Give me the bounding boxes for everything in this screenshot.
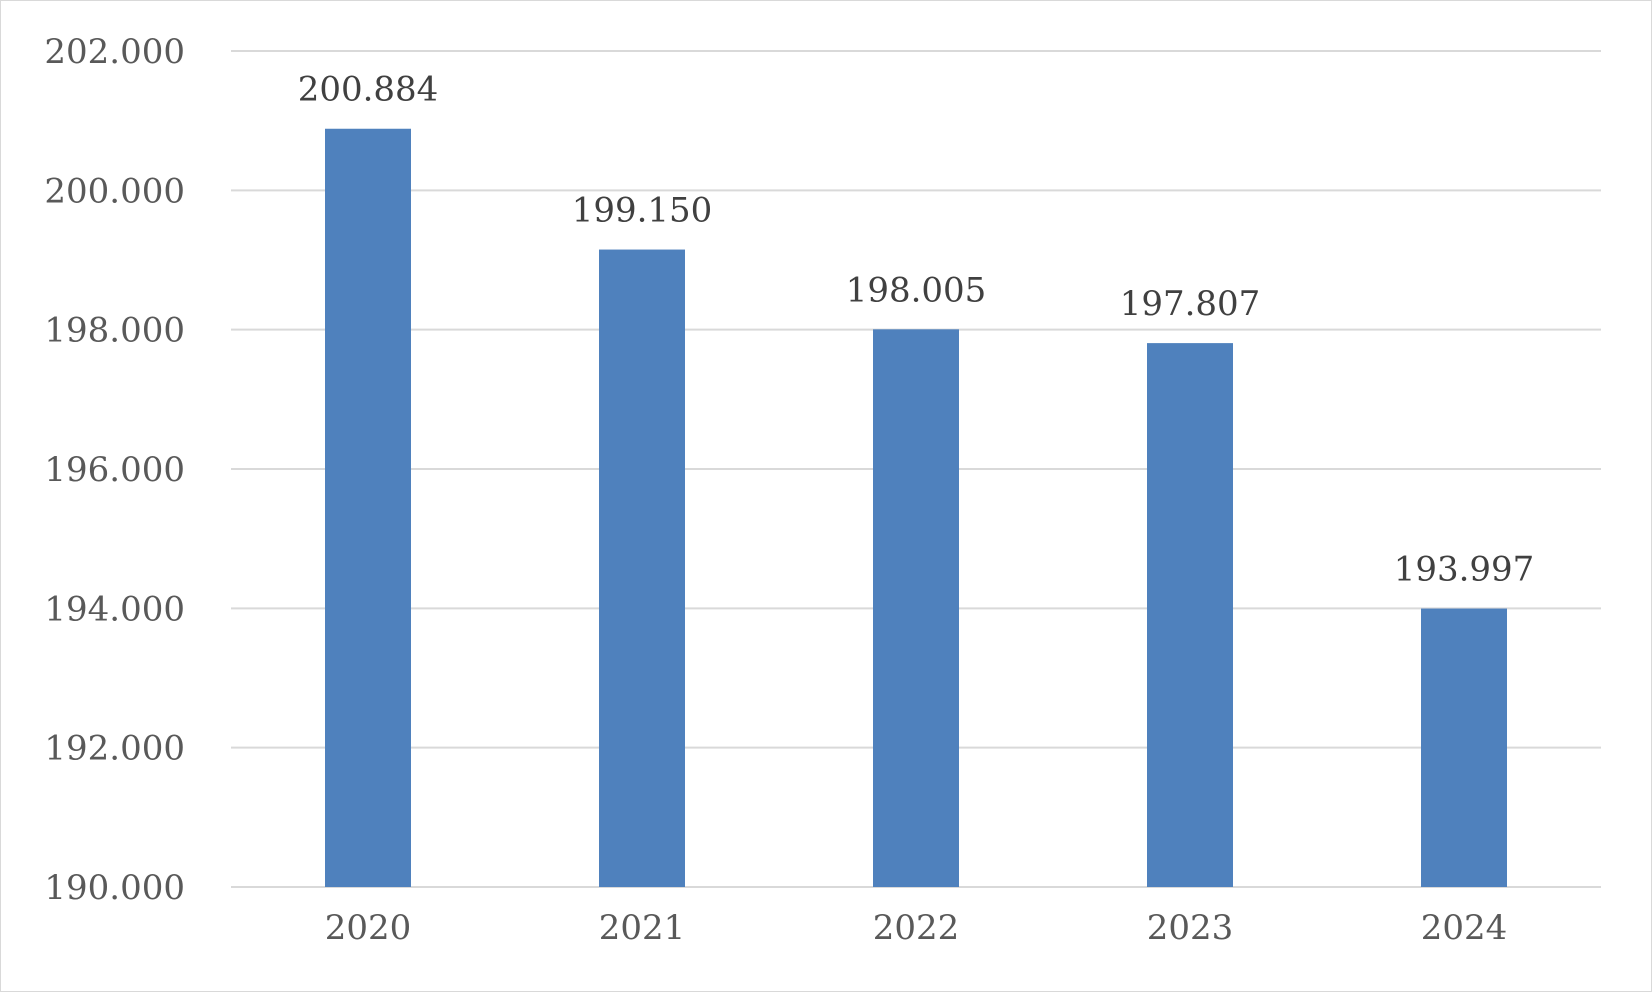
bar-2021 [599, 249, 685, 888]
x-tick-label-2023: 2023 [1147, 908, 1234, 948]
x-tick-label-2022: 2022 [873, 908, 960, 948]
bar-2024 [1421, 608, 1507, 887]
bar-2022 [873, 329, 959, 887]
y-tick-label: 196.000 [44, 450, 185, 490]
bars [325, 128, 1507, 888]
y-tick-label: 190.000 [44, 868, 185, 908]
y-tick-label: 198.000 [44, 311, 185, 351]
y-axis-ticks: 190.000 192.000 194.000 196.000 198.000 200.0… [44, 32, 185, 908]
data-labels: 200.884 199.150 198.005 197.807 193.997 [298, 70, 1535, 590]
x-axis-ticks: 2020 2021 2022 2023 2024 [325, 908, 1508, 948]
x-tick-label-2021: 2021 [599, 908, 686, 948]
y-tick-label: 192.000 [44, 729, 185, 769]
x-tick-label-2024: 2024 [1421, 908, 1508, 948]
y-tick-label: 200.000 [44, 171, 185, 211]
bar-2023 [1147, 343, 1233, 888]
bar-2020 [325, 128, 411, 888]
data-label-2022: 198.005 [846, 270, 987, 310]
data-label-2021: 199.150 [572, 191, 713, 231]
y-tick-label: 202.000 [44, 32, 185, 72]
data-label-2024: 193.997 [1394, 550, 1535, 590]
y-tick-label: 194.000 [44, 589, 185, 629]
data-label-2023: 197.807 [1120, 284, 1261, 324]
data-label-2020: 200.884 [298, 70, 439, 110]
x-tick-label-2020: 2020 [325, 908, 412, 948]
